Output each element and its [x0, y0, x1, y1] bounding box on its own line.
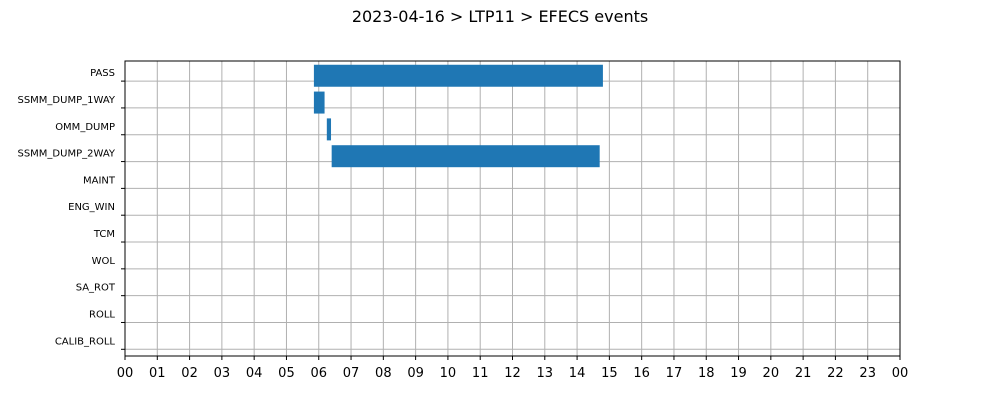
x-tick-label: 08 — [375, 366, 392, 381]
y-tick-label: ENG_WIN — [68, 202, 115, 213]
x-tick-label: 16 — [633, 366, 650, 381]
y-axis-ticks: PASS SSMM_DUMP_1WAY OMM_DUMP SSMM_DUMP_2WAY… — [17, 68, 125, 350]
chart-title: 2023-04-16 > LTP11 > EFECS events — [352, 7, 648, 26]
y-tick-label: ROLL — [89, 309, 115, 320]
x-tick-label: 17 — [666, 366, 683, 381]
event-bar-omm-dump — [326, 118, 332, 141]
x-tick-label: 06 — [310, 366, 327, 381]
x-tick-label: 00 — [117, 366, 134, 381]
x-tick-label: 14 — [569, 366, 586, 381]
x-tick-label: 22 — [827, 366, 844, 381]
y-tick-label: MAINT — [83, 175, 116, 186]
event-bar-ssmm-dump-1way — [313, 91, 325, 114]
y-tick-label: CALIB_ROLL — [55, 336, 116, 347]
event-bars — [313, 64, 603, 168]
x-tick-label: 05 — [278, 366, 295, 381]
y-tick-label: SA_ROT — [76, 283, 116, 294]
y-tick-label: WOL — [92, 256, 116, 267]
x-tick-label: 20 — [763, 366, 780, 381]
y-tick-label: OMM_DUMP — [55, 122, 115, 133]
x-tick-label: 11 — [472, 366, 489, 381]
x-tick-label: 00 — [892, 366, 909, 381]
x-tick-label: 12 — [504, 366, 521, 381]
x-tick-label: 09 — [407, 366, 424, 381]
y-tick-label: SSMM_DUMP_1WAY — [17, 95, 115, 106]
event-bar-pass — [313, 64, 603, 87]
y-tick-label: TCM — [93, 229, 115, 240]
x-tick-label: 18 — [698, 366, 715, 381]
x-tick-label: 21 — [795, 366, 812, 381]
x-tick-label: 10 — [440, 366, 457, 381]
x-tick-label: 23 — [859, 366, 876, 381]
x-tick-label: 15 — [601, 366, 618, 381]
x-tick-label: 13 — [537, 366, 554, 381]
x-tick-label: 07 — [343, 366, 360, 381]
x-tick-label: 04 — [246, 366, 263, 381]
x-tick-label: 03 — [214, 366, 231, 381]
x-tick-label: 01 — [149, 366, 166, 381]
x-axis-ticks: 00 01 02 03 04 05 06 07 08 09 10 11 12 13 14 15 16 17 18 19… — [117, 356, 909, 381]
event-bar-ssmm-dump-2way — [331, 145, 600, 168]
grid-lines — [124, 61, 901, 356]
x-tick-label: 19 — [730, 366, 747, 381]
y-tick-label: SSMM_DUMP_2WAY — [17, 149, 115, 160]
y-tick-label: PASS — [90, 68, 115, 79]
x-tick-label: 02 — [181, 366, 198, 381]
